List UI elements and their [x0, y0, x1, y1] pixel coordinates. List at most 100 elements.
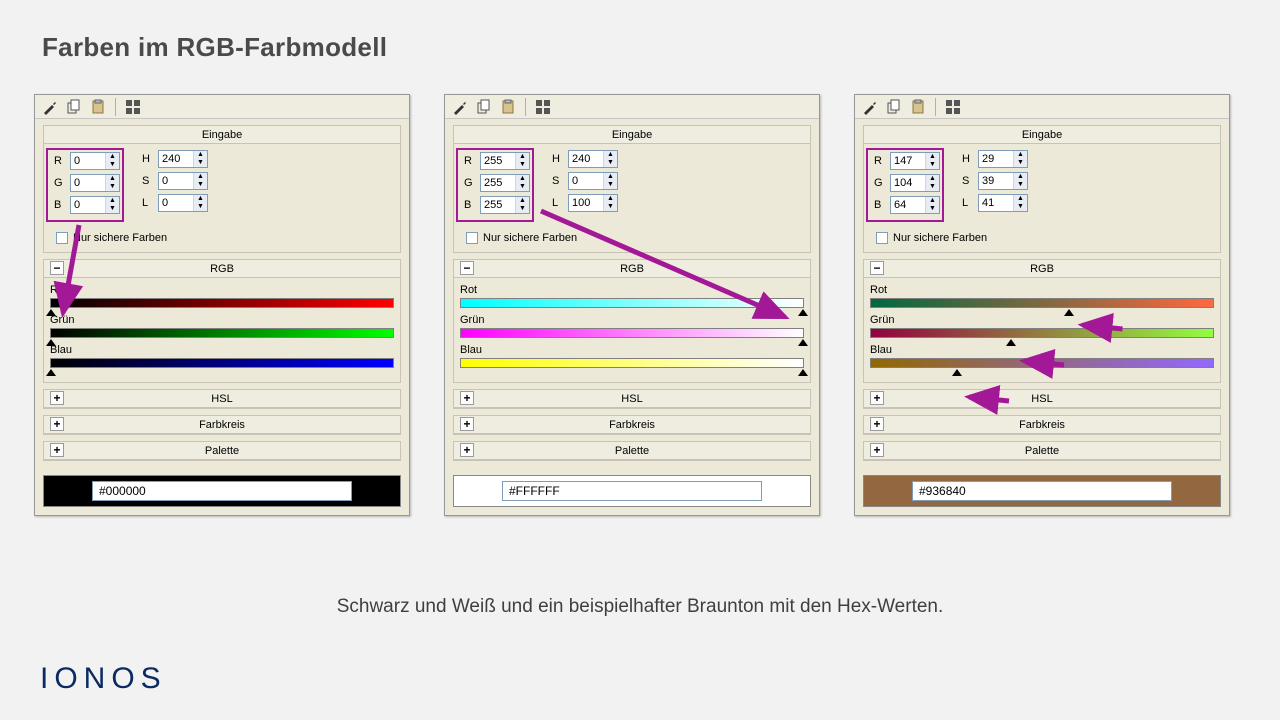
r-up[interactable]: ▲: [106, 153, 119, 161]
l-down[interactable]: ▼: [1014, 203, 1027, 211]
g-down[interactable]: ▼: [106, 183, 119, 191]
farbkreis-header[interactable]: +Farbkreis: [44, 416, 400, 434]
b-up[interactable]: ▲: [106, 197, 119, 205]
hex-field[interactable]: [502, 481, 762, 501]
h-up[interactable]: ▲: [604, 151, 617, 159]
hex-field[interactable]: [92, 481, 352, 501]
h-down[interactable]: ▼: [604, 159, 617, 167]
l-down[interactable]: ▼: [604, 203, 617, 211]
b-down[interactable]: ▼: [516, 205, 529, 213]
palette-header[interactable]: +Palette: [44, 442, 400, 460]
s-up[interactable]: ▲: [194, 173, 207, 181]
h-spinner[interactable]: 29 ▲▼: [978, 150, 1028, 168]
g-down[interactable]: ▼: [516, 183, 529, 191]
r-down[interactable]: ▼: [106, 161, 119, 169]
grid-icon[interactable]: [534, 98, 552, 116]
b-up[interactable]: ▲: [926, 197, 939, 205]
g-up[interactable]: ▲: [926, 175, 939, 183]
gruen-slider[interactable]: Grün: [50, 314, 394, 338]
blau-slider[interactable]: Blau: [50, 344, 394, 368]
l-down[interactable]: ▼: [194, 203, 207, 211]
farbkreis-expand-icon[interactable]: +: [870, 417, 884, 431]
r-down[interactable]: ▼: [926, 161, 939, 169]
s-down[interactable]: ▼: [604, 181, 617, 189]
r-down[interactable]: ▼: [516, 161, 529, 169]
b-down[interactable]: ▼: [926, 205, 939, 213]
paste-icon[interactable]: [499, 98, 517, 116]
blau-slider[interactable]: Blau: [870, 344, 1214, 368]
r-spinner[interactable]: 0 ▲▼: [70, 152, 120, 170]
hsl-header[interactable]: +HSL: [864, 390, 1220, 408]
gruen-slider[interactable]: Grün: [870, 314, 1214, 338]
h-down[interactable]: ▼: [194, 159, 207, 167]
gruen-slider-thumb[interactable]: [798, 339, 808, 346]
gruen-slider-thumb[interactable]: [1006, 339, 1016, 346]
checkbox-box[interactable]: [56, 232, 68, 244]
l-up[interactable]: ▲: [194, 195, 207, 203]
checkbox-box[interactable]: [876, 232, 888, 244]
safe-colors-checkbox[interactable]: Nur sichere Farben: [876, 232, 1214, 244]
rot-slider[interactable]: Rot: [870, 284, 1214, 308]
l-spinner[interactable]: 0 ▲▼: [158, 194, 208, 212]
rgb-collapse-icon[interactable]: −: [50, 261, 64, 275]
r-up[interactable]: ▲: [926, 153, 939, 161]
s-spinner[interactable]: 0 ▲▼: [158, 172, 208, 190]
eyedropper-icon[interactable]: [861, 98, 879, 116]
rgb-collapse-icon[interactable]: −: [870, 261, 884, 275]
rot-slider[interactable]: Rot: [460, 284, 804, 308]
h-down[interactable]: ▼: [1014, 159, 1027, 167]
eyedropper-icon[interactable]: [41, 98, 59, 116]
b-spinner[interactable]: 255 ▲▼: [480, 196, 530, 214]
hsl-expand-icon[interactable]: +: [50, 391, 64, 405]
l-spinner[interactable]: 100 ▲▼: [568, 194, 618, 212]
checkbox-box[interactable]: [466, 232, 478, 244]
rot-slider-thumb[interactable]: [1064, 309, 1074, 316]
l-up[interactable]: ▲: [1014, 195, 1027, 203]
hsl-header[interactable]: +HSL: [44, 390, 400, 408]
h-spinner[interactable]: 240 ▲▼: [568, 150, 618, 168]
g-up[interactable]: ▲: [516, 175, 529, 183]
safe-colors-checkbox[interactable]: Nur sichere Farben: [466, 232, 804, 244]
safe-colors-checkbox[interactable]: Nur sichere Farben: [56, 232, 394, 244]
gruen-slider[interactable]: Grün: [460, 314, 804, 338]
copy-icon[interactable]: [65, 98, 83, 116]
g-spinner[interactable]: 104 ▲▼: [890, 174, 940, 192]
gruen-slider-thumb[interactable]: [46, 339, 56, 346]
hsl-header[interactable]: +HSL: [454, 390, 810, 408]
rot-slider-thumb[interactable]: [46, 309, 56, 316]
eyedropper-icon[interactable]: [451, 98, 469, 116]
s-spinner[interactable]: 0 ▲▼: [568, 172, 618, 190]
blau-slider-thumb[interactable]: [952, 369, 962, 376]
farbkreis-header[interactable]: +Farbkreis: [864, 416, 1220, 434]
rot-slider[interactable]: Rot: [50, 284, 394, 308]
r-up[interactable]: ▲: [516, 153, 529, 161]
palette-expand-icon[interactable]: +: [870, 443, 884, 457]
hex-field[interactable]: [912, 481, 1172, 501]
paste-icon[interactable]: [909, 98, 927, 116]
l-up[interactable]: ▲: [604, 195, 617, 203]
palette-expand-icon[interactable]: +: [460, 443, 474, 457]
b-down[interactable]: ▼: [106, 205, 119, 213]
b-spinner[interactable]: 0 ▲▼: [70, 196, 120, 214]
blau-slider[interactable]: Blau: [460, 344, 804, 368]
palette-expand-icon[interactable]: +: [50, 443, 64, 457]
r-spinner[interactable]: 255 ▲▼: [480, 152, 530, 170]
r-spinner[interactable]: 147 ▲▼: [890, 152, 940, 170]
copy-icon[interactable]: [885, 98, 903, 116]
s-spinner[interactable]: 39 ▲▼: [978, 172, 1028, 190]
farbkreis-expand-icon[interactable]: +: [50, 417, 64, 431]
rgb-collapse-icon[interactable]: −: [460, 261, 474, 275]
h-spinner[interactable]: 240 ▲▼: [158, 150, 208, 168]
palette-header[interactable]: +Palette: [454, 442, 810, 460]
h-up[interactable]: ▲: [1014, 151, 1027, 159]
grid-icon[interactable]: [124, 98, 142, 116]
g-spinner[interactable]: 0 ▲▼: [70, 174, 120, 192]
copy-icon[interactable]: [475, 98, 493, 116]
farbkreis-header[interactable]: +Farbkreis: [454, 416, 810, 434]
palette-header[interactable]: +Palette: [864, 442, 1220, 460]
g-up[interactable]: ▲: [106, 175, 119, 183]
g-spinner[interactable]: 255 ▲▼: [480, 174, 530, 192]
hsl-expand-icon[interactable]: +: [460, 391, 474, 405]
hsl-expand-icon[interactable]: +: [870, 391, 884, 405]
b-up[interactable]: ▲: [516, 197, 529, 205]
